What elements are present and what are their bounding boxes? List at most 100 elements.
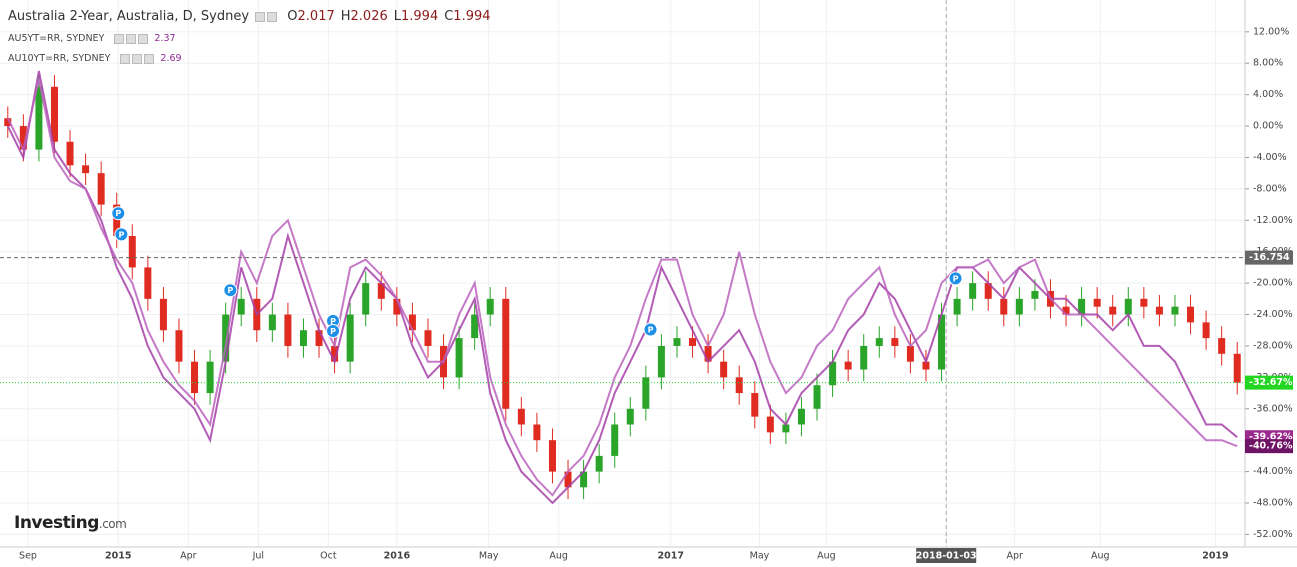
x-tick-label: Aug xyxy=(1091,551,1110,562)
candle-body xyxy=(720,361,728,378)
candle-body xyxy=(377,283,385,299)
price-label: -16.754 xyxy=(1249,252,1290,263)
candle-body xyxy=(1187,306,1195,323)
legend-value: 2.37 xyxy=(154,33,176,44)
event-marker xyxy=(326,324,341,339)
x-tick-label: May xyxy=(750,551,770,562)
price-label-bg xyxy=(1245,439,1293,454)
ohlc-value: 1.994 xyxy=(401,9,439,24)
candle-body xyxy=(984,283,992,299)
line-series xyxy=(6,70,1238,505)
candle-body xyxy=(1078,298,1086,315)
candle-body xyxy=(97,173,105,205)
candle-body xyxy=(564,471,572,488)
candle-body xyxy=(237,298,245,315)
icon xyxy=(144,53,155,64)
icon xyxy=(126,33,137,44)
candle-body xyxy=(969,283,977,299)
candle-body xyxy=(1171,306,1179,315)
candle-body xyxy=(1093,298,1101,307)
candle-body xyxy=(206,361,214,394)
y-tick-label: 8.00% xyxy=(1253,58,1283,69)
candle-body xyxy=(813,385,821,409)
icon xyxy=(120,53,131,64)
logo: Investing.com xyxy=(14,513,127,533)
candle-body xyxy=(922,361,930,370)
candle-body xyxy=(66,141,74,166)
event-label: P xyxy=(118,230,124,239)
candle-body xyxy=(113,204,121,236)
candle-body xyxy=(953,298,961,315)
candle-body xyxy=(1218,338,1226,354)
candle-body xyxy=(751,393,759,417)
y-tick-label: 0.00% xyxy=(1253,121,1283,132)
ohlc-value: 2.017 xyxy=(297,9,335,24)
candle-body xyxy=(471,314,479,339)
candle-body xyxy=(595,455,603,472)
ohlc-value: 2.026 xyxy=(350,9,388,24)
candle-body xyxy=(222,314,230,362)
candle-body xyxy=(611,424,619,456)
event-label: P xyxy=(227,286,233,295)
candle-body xyxy=(580,471,588,488)
icon xyxy=(132,53,143,64)
ohlc-key: H xyxy=(340,9,351,24)
candle-body xyxy=(875,338,883,346)
event-label: P xyxy=(330,327,336,336)
candle-body xyxy=(829,361,837,386)
candle-body xyxy=(1124,298,1132,315)
event-marker xyxy=(114,227,129,242)
price-label: -40.76% xyxy=(1249,441,1293,452)
line-series xyxy=(6,78,1238,497)
y-tick-label: -44.00% xyxy=(1253,466,1293,477)
candle-body xyxy=(1155,306,1163,315)
candle-body xyxy=(906,345,914,362)
candle-body xyxy=(689,338,697,346)
y-tick-label: 12.00% xyxy=(1253,26,1289,37)
candle-body xyxy=(35,86,43,150)
candle-body xyxy=(1202,322,1210,339)
candle-body xyxy=(735,377,743,394)
candle-body xyxy=(782,424,790,433)
candle-body xyxy=(175,330,183,362)
y-tick-label: -8.00% xyxy=(1253,183,1287,194)
ohlc: O2.017 H2.026 L1.994 C1.994 xyxy=(281,9,490,24)
candle-body xyxy=(346,314,354,362)
legend-name: AU5YT=RR, SYDNEY xyxy=(8,33,105,44)
candle-body xyxy=(766,416,774,433)
y-tick-label: -36.00% xyxy=(1253,403,1293,414)
x-tick-label: Aug xyxy=(549,551,568,562)
candle-body xyxy=(424,330,432,346)
title: Australia 2-Year, Australia, D, Sydney xyxy=(8,9,250,24)
ohlc-key: O xyxy=(287,9,298,24)
candle-body xyxy=(299,330,307,346)
candle-body xyxy=(1233,353,1241,383)
candle-body xyxy=(1031,290,1039,299)
logo-suffix: .com xyxy=(98,517,127,531)
candle-body xyxy=(362,283,370,315)
candle-body xyxy=(315,330,323,346)
candle-body xyxy=(517,408,525,425)
event-marker xyxy=(111,206,126,221)
ohlc-key: C xyxy=(444,9,454,24)
candle-body xyxy=(533,424,541,441)
x-tick-label: Aug xyxy=(817,551,836,562)
y-tick-label: -12.00% xyxy=(1253,215,1293,226)
candle-body xyxy=(642,377,650,409)
price-label-bg xyxy=(1245,375,1293,390)
y-tick-label: -4.00% xyxy=(1253,152,1287,163)
event-marker xyxy=(223,283,238,298)
ohlc-value: 1.994 xyxy=(453,9,491,24)
candle-body xyxy=(1140,298,1148,307)
event-label: P xyxy=(330,317,336,326)
legend-row: AU5YT=RR, SYDNEY 2.37 xyxy=(8,33,176,44)
y-tick-label: -20.00% xyxy=(1253,278,1293,289)
ohlc-key: L xyxy=(393,9,401,24)
logo-brand: Investing xyxy=(14,513,99,533)
candle-body xyxy=(860,345,868,370)
x-tick-label: May xyxy=(479,551,499,562)
x-tick-label: 2018-01-03 xyxy=(916,551,977,562)
price-label: -32.67% xyxy=(1249,377,1293,388)
